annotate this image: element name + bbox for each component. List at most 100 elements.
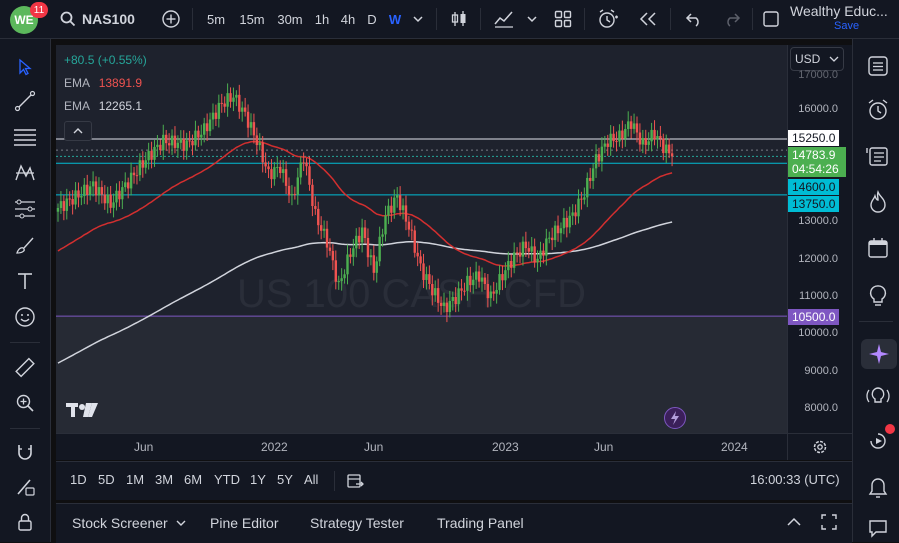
interval-30m[interactable]: 30m (277, 11, 303, 27)
candle-body (463, 290, 466, 292)
chevron-up-icon[interactable] (786, 517, 802, 527)
candle-body (91, 181, 95, 187)
clock-timezone[interactable]: 16:00:33 (UTC) (750, 472, 840, 487)
range-1m[interactable]: 1M (126, 472, 145, 487)
candle-body (387, 205, 390, 216)
layouts-button[interactable] (550, 0, 576, 38)
ai-assistant-button[interactable] (861, 339, 897, 369)
tab-trading-panel[interactable]: Trading Panel (437, 515, 524, 531)
interval-1h[interactable]: 1h (314, 11, 330, 27)
gear-icon (813, 440, 827, 454)
candle-body (665, 144, 668, 154)
pattern-tool[interactable] (10, 158, 40, 188)
ema-fast-legend[interactable]: EMA 13891.9 (64, 76, 142, 90)
ema-slow-legend[interactable]: EMA 12265.1 (64, 99, 142, 113)
candle-body (445, 302, 449, 313)
prediction-tool[interactable] (10, 194, 40, 224)
candle-body (472, 279, 475, 286)
interval-d[interactable]: D (367, 11, 377, 27)
candle-body (536, 258, 539, 263)
currency-select[interactable]: USD (790, 47, 844, 71)
candle-body (559, 228, 563, 234)
watchlist-button[interactable] (863, 51, 893, 81)
ideas-stream-button[interactable] (863, 381, 893, 411)
level-tag-15250[interactable]: 15250.0 (788, 130, 840, 146)
level-tag-13750[interactable]: 13750.0 (788, 196, 840, 212)
indicators-dropdown[interactable] (522, 0, 542, 38)
candle-body (223, 103, 226, 107)
level-tag-10500[interactable]: 10500.0 (788, 309, 840, 325)
measure-tool[interactable] (10, 352, 40, 382)
tradingview-logo[interactable] (66, 401, 98, 424)
streams-button[interactable] (863, 424, 895, 456)
undo-button[interactable] (680, 0, 708, 38)
horizontal-lines-tool[interactable] (10, 122, 40, 152)
range-ytd[interactable]: YTD (214, 472, 240, 487)
alerts-button[interactable] (863, 95, 893, 125)
tab-pine-editor[interactable]: Pine Editor (210, 515, 279, 531)
cursor-arrow-icon (19, 58, 32, 76)
collapse-legend-button[interactable] (64, 121, 92, 141)
last-price-tag[interactable]: 14783.9 04:54:26 (788, 147, 846, 177)
level-tag-14600[interactable]: 14600.0 (788, 179, 840, 195)
lock-drawings-tool[interactable] (10, 507, 40, 537)
candle-body (600, 146, 604, 162)
tab-strategy-tester[interactable]: Strategy Tester (310, 515, 404, 531)
chart-settings-button[interactable] (787, 433, 852, 460)
hotlists-button[interactable] (863, 187, 893, 217)
chart-type-button[interactable] (446, 0, 472, 38)
fullscreen-button[interactable] (758, 0, 784, 38)
draw-mode-tool[interactable] (10, 472, 40, 502)
candle-body (80, 195, 83, 198)
chevron-down-icon[interactable] (176, 519, 186, 527)
emoji-tool[interactable] (10, 302, 40, 332)
ideas-button[interactable] (863, 281, 893, 311)
chart-pane[interactable]: US 100 CASH CFD +80.5 (+0.55%) EMA 13891… (56, 45, 787, 433)
tab-stock-screener[interactable]: Stock Screener (72, 515, 168, 531)
alert-button[interactable] (594, 0, 622, 38)
text-tool[interactable] (10, 266, 40, 296)
candle-body (191, 140, 194, 146)
interval-w[interactable]: W (388, 11, 402, 27)
magnet-tool[interactable] (10, 437, 40, 467)
interval-15m[interactable]: 15m (239, 11, 265, 27)
compare-symbol-button[interactable] (158, 0, 184, 38)
candle-body (144, 160, 147, 168)
range-all[interactable]: All (304, 472, 319, 487)
candle-body (352, 248, 355, 257)
interval-dropdown[interactable] (408, 0, 428, 38)
redo-button[interactable] (718, 0, 746, 38)
time-axis[interactable]: Jun 2022 Jun 2023 Jun 2024 (56, 433, 787, 460)
candle-body (296, 177, 299, 195)
price-chart[interactable]: US 100 CASH CFD (56, 45, 787, 433)
notifications-button[interactable] (863, 473, 893, 503)
replay-button[interactable] (634, 0, 662, 38)
range-1y[interactable]: 1Y (250, 472, 266, 487)
candle-body (504, 270, 507, 281)
candle-body (325, 228, 329, 248)
range-1d[interactable]: 1D (70, 472, 87, 487)
go-to-date-button[interactable] (344, 470, 366, 492)
chat-button[interactable] (863, 513, 893, 543)
range-5d[interactable]: 5D (98, 472, 115, 487)
range-3m[interactable]: 3M (155, 472, 174, 487)
interval-5m[interactable]: 5m (206, 11, 226, 27)
fib-lines-icon (14, 129, 36, 146)
account-menu[interactable]: Wealthy Educ... Save (790, 0, 894, 38)
brush-tool[interactable] (10, 230, 40, 260)
symbol-search[interactable]: NAS100 (60, 0, 140, 38)
candle-body (197, 130, 200, 138)
data-window-button[interactable] (863, 141, 893, 171)
lightning-button[interactable] (664, 407, 686, 429)
indicators-button[interactable] (490, 0, 518, 38)
interval-4h[interactable]: 4h (340, 11, 356, 27)
cursor-tool[interactable] (10, 52, 40, 82)
zoom-tool[interactable] (10, 388, 40, 418)
save-button[interactable]: Save (834, 20, 860, 32)
range-5y[interactable]: 5Y (277, 472, 293, 487)
calendar-button[interactable] (863, 233, 893, 263)
price-scale[interactable]: USD 17000.0 16000.0 13000.0 12000.0 1100… (787, 45, 852, 433)
maximize-icon[interactable] (820, 513, 838, 531)
trend-line-tool[interactable] (10, 86, 40, 116)
range-6m[interactable]: 6M (184, 472, 203, 487)
